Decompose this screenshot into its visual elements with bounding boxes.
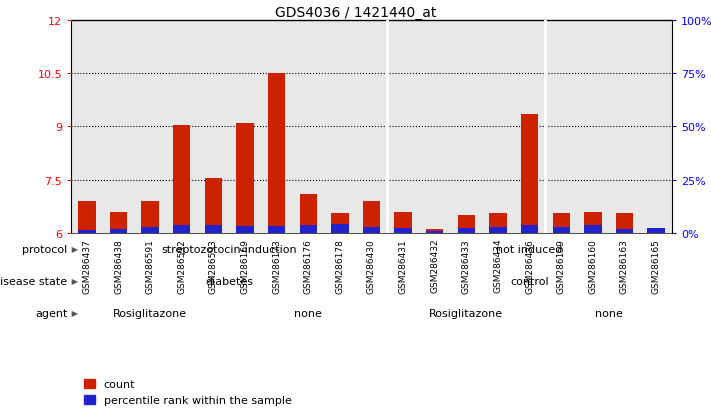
Bar — [205, 225, 222, 233]
Bar — [331, 214, 348, 233]
Bar — [363, 227, 380, 233]
Bar — [426, 230, 444, 233]
Bar — [521, 114, 538, 233]
Bar — [458, 228, 475, 233]
Bar — [141, 202, 159, 233]
Bar — [205, 178, 222, 233]
Bar — [489, 214, 507, 233]
Text: none: none — [294, 308, 322, 318]
Bar — [363, 202, 380, 233]
Text: not induced: not induced — [496, 244, 563, 254]
Legend: count, percentile rank within the sample: count, percentile rank within the sample — [84, 379, 292, 406]
Text: Rosiglitazone: Rosiglitazone — [113, 308, 187, 318]
Bar — [268, 226, 285, 233]
Text: protocol: protocol — [22, 244, 68, 254]
Bar — [395, 212, 412, 233]
Bar — [299, 225, 317, 233]
Text: diabetes: diabetes — [205, 276, 253, 286]
Text: GDS4036 / 1421440_at: GDS4036 / 1421440_at — [275, 6, 436, 20]
Bar — [299, 195, 317, 233]
Bar — [331, 224, 348, 233]
Text: disease state: disease state — [0, 276, 68, 286]
Bar — [173, 225, 191, 233]
Text: none: none — [594, 308, 623, 318]
Bar — [109, 229, 127, 233]
Text: Rosiglitazone: Rosiglitazone — [429, 308, 503, 318]
Text: ▶: ▶ — [69, 309, 78, 317]
Bar — [648, 228, 665, 233]
Bar — [552, 214, 570, 233]
Bar — [109, 212, 127, 233]
Bar — [426, 231, 444, 233]
Bar — [236, 226, 254, 233]
Bar — [395, 228, 412, 233]
Bar — [521, 225, 538, 233]
Bar — [141, 228, 159, 233]
Bar — [173, 125, 191, 233]
Bar — [236, 123, 254, 233]
Bar — [616, 230, 634, 233]
Bar — [552, 227, 570, 233]
Text: streptozotocin-induction: streptozotocin-induction — [161, 244, 297, 254]
Text: agent: agent — [35, 308, 68, 318]
Bar — [458, 216, 475, 233]
Bar — [616, 214, 634, 233]
Bar — [648, 228, 665, 233]
Text: control: control — [510, 276, 549, 286]
Bar — [584, 225, 602, 233]
Bar — [78, 230, 95, 233]
Bar — [268, 74, 285, 233]
Bar — [78, 202, 95, 233]
Text: ▶: ▶ — [69, 245, 78, 254]
Bar — [584, 212, 602, 233]
Text: ▶: ▶ — [69, 277, 78, 285]
Bar — [489, 227, 507, 233]
